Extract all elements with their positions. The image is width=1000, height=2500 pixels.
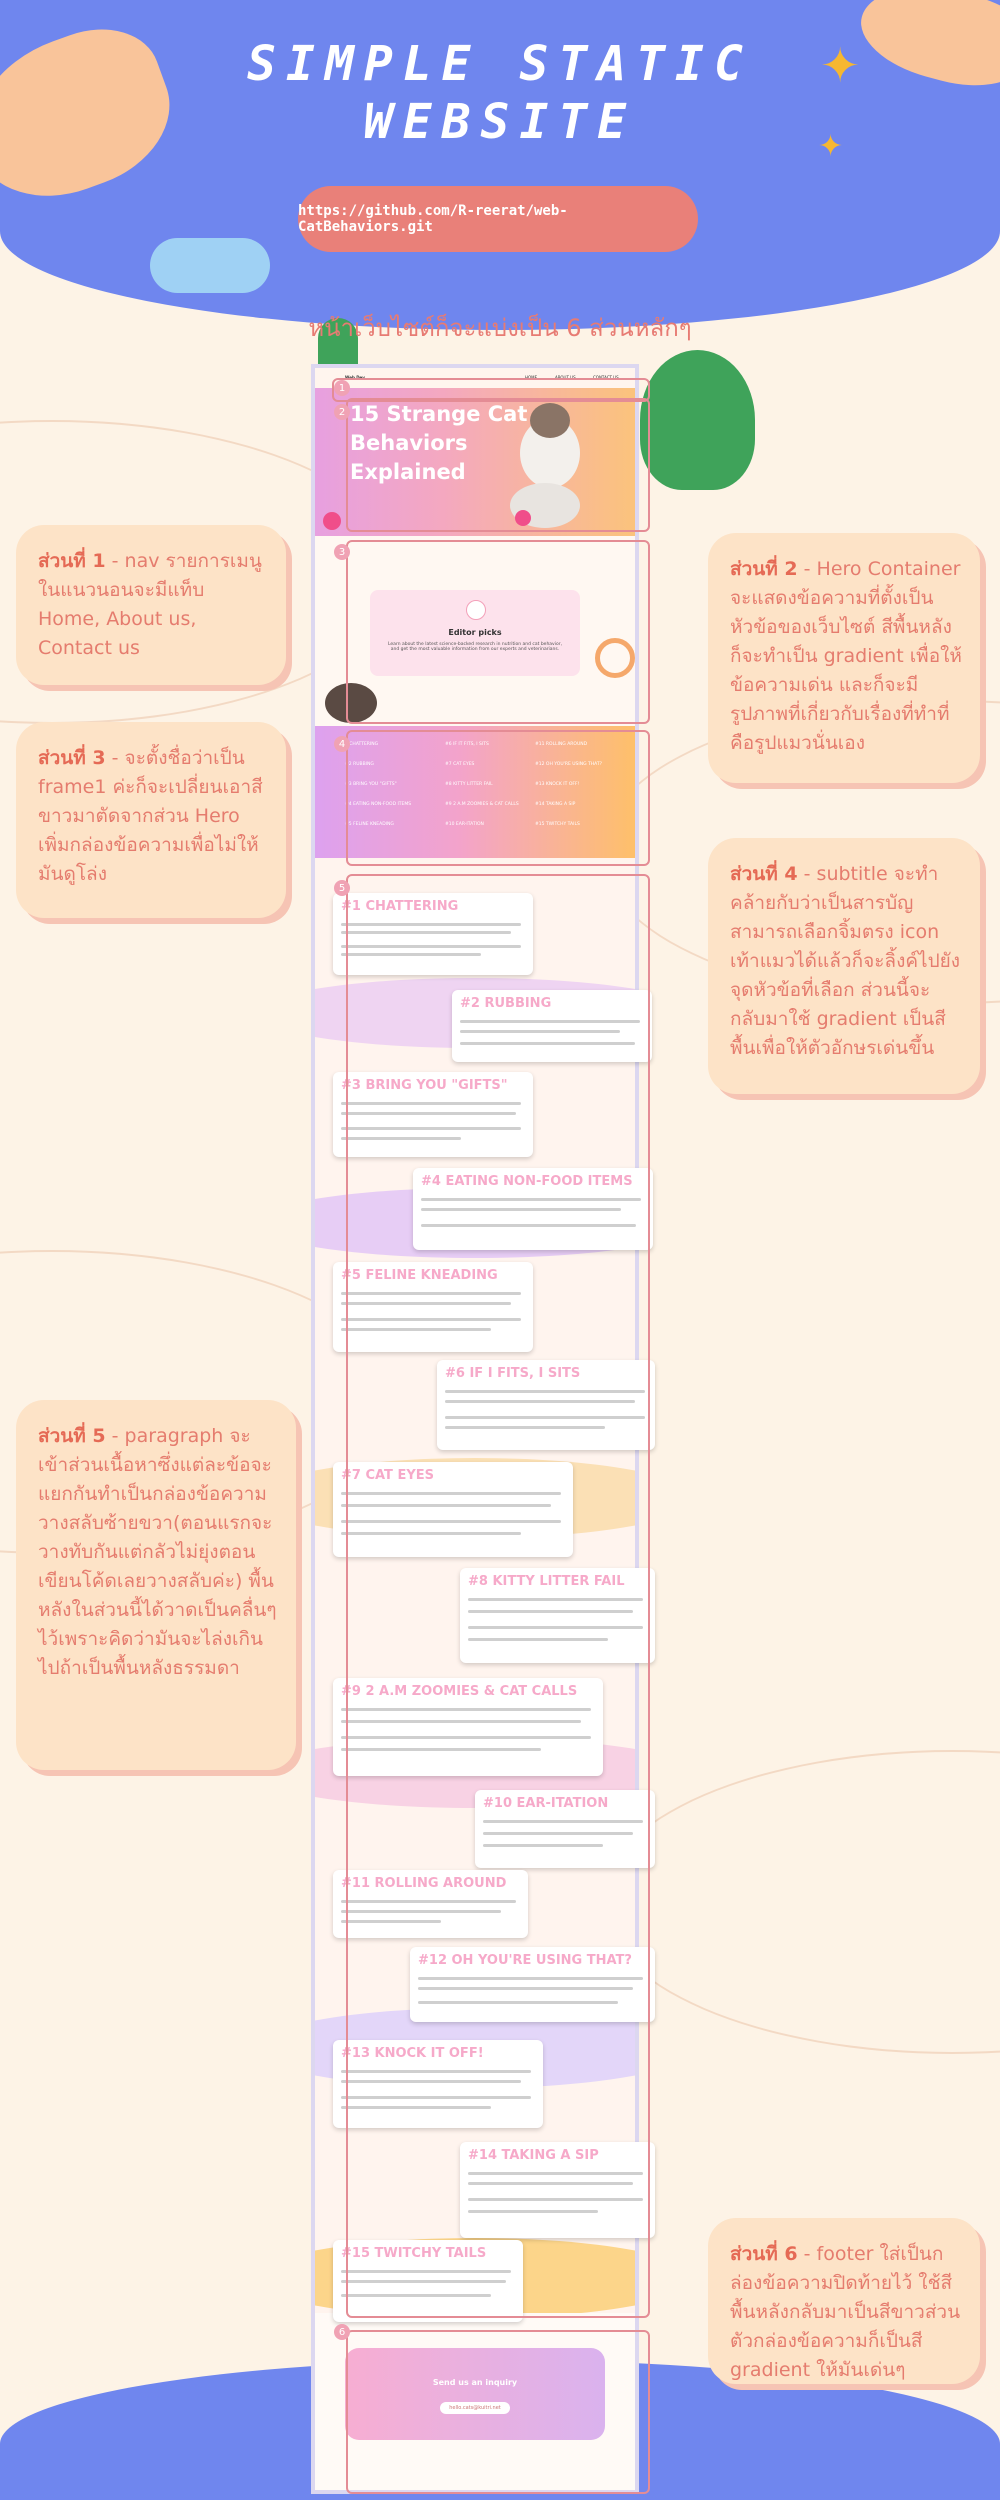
callout-section-5: ส่วนที่ 5 - paragraph จะเข้าส่วนเนื้อหาซ…	[16, 1400, 296, 1770]
content-card: #12 OH YOU'RE USING THAT?	[410, 1947, 655, 2022]
content-card: #4 EATING NON-FOOD ITEMS	[413, 1168, 653, 1250]
content-card: #9 2 A.M ZOOMIES & CAT CALLS	[333, 1678, 603, 1776]
star-icon: ✦	[818, 129, 844, 164]
callout-6-text: - footer ใส่เป็นกล่องข้อความปิดท้ายไว้ ใ…	[730, 2243, 961, 2381]
content-card: #7 CAT EYES	[333, 1462, 573, 1557]
mock-nav-home[interactable]: HOME	[525, 375, 538, 380]
page-title-line2: WEBSITE	[363, 94, 637, 150]
mock-subtitle-section: 1 CHATTERING #6 IF IT FITS, I SITS #11 R…	[315, 726, 635, 858]
toc-item-2[interactable]: #2 RUBBING	[345, 762, 374, 767]
toc-item-7[interactable]: #7 CAT EYES	[445, 762, 475, 767]
tree-illustration	[640, 350, 755, 490]
section-number-2: 2	[334, 404, 350, 420]
cloud-icon	[150, 238, 270, 293]
callout-section-1: ส่วนที่ 1 - nav รายการเมนูในแนวนอนจะมีแท…	[16, 525, 286, 685]
mock-hero-title: 15 Strange Cat Behaviors Explained	[350, 402, 528, 484]
callout-3-text: - จะตั้งชื่อว่าเป็น frame1 ค่ะก็จะเปลี่ย…	[38, 747, 263, 885]
section-outline-5	[346, 874, 650, 2318]
cat-image	[530, 403, 570, 438]
content-card: #11 ROLLING AROUND	[333, 1870, 528, 1938]
mock-nav-contact[interactable]: CONTACT US	[593, 375, 619, 380]
decor-dot	[323, 512, 341, 530]
content-card: #6 IF I FITS, I SITS	[437, 1360, 655, 1450]
star-icon: ✦	[820, 38, 861, 94]
section-number-5: 5	[334, 880, 350, 896]
repo-url-link[interactable]: https://github.com/R-reerat/web-CatBehav…	[298, 186, 698, 252]
decor-dot	[515, 510, 531, 526]
callout-section-6: ส่วนที่ 6 - footer ใส่เป็นกล่องข้อความปิ…	[708, 2218, 980, 2384]
toc-item-11[interactable]: #11 ROLLING AROUND	[535, 742, 588, 747]
toc-item-5[interactable]: #5 FELINE KNEADING	[345, 822, 394, 827]
toc-item-6[interactable]: #6 IF IT FITS, I SITS	[445, 742, 489, 747]
callout-section-2: ส่วนที่ 2 - Hero Container จะแสดงข้อความ…	[708, 533, 980, 783]
callout-5-heading: ส่วนที่ 5	[38, 1425, 106, 1447]
callout-section-3: ส่วนที่ 3 - จะตั้งชื่อว่าเป็น frame1 ค่ะ…	[16, 722, 286, 918]
callout-6-heading: ส่วนที่ 6	[730, 2243, 798, 2265]
callout-section-4: ส่วนที่ 4 - subtitle จะทำคล้ายกับว่าเป็น…	[708, 838, 980, 1094]
editor-picks-box: Editor picks Learn about the latest scie…	[370, 590, 580, 676]
page-subtitle: หน้าเว็บไซต์ก็จะแบ่งเป็น 6 ส่วนหลักๆ	[308, 314, 692, 342]
toc-item-4[interactable]: #4 EATING NON-FOOD ITEMS	[345, 802, 412, 807]
toc-item-13[interactable]: #13 KNOCK IT OFF!	[535, 782, 580, 787]
section-outline-3	[346, 540, 650, 724]
section-number-6: 6	[334, 2324, 350, 2340]
content-card: #1 CHATTERING	[333, 893, 533, 975]
callout-1-heading: ส่วนที่ 1	[38, 550, 106, 572]
callout-4-text: - subtitle จะทำคล้ายกับว่าเป็นสารบัญสามา…	[730, 863, 961, 1059]
footer-inquiry-box: Send us an inquiry hello.cats@kuitri.net	[345, 2348, 605, 2440]
toc-item-1[interactable]: 1 CHATTERING	[345, 742, 379, 747]
footer-email-button[interactable]: hello.cats@kuitri.net	[440, 2402, 510, 2414]
section-outline-1	[332, 378, 650, 402]
content-card: #10 EAR-ITATION	[475, 1790, 655, 1868]
toc-item-14[interactable]: #14 TAKING A SIP	[535, 802, 576, 807]
toc-item-8[interactable]: #8 KITTY LITTER FAIL	[445, 782, 493, 787]
page-title-line1: SIMPLE STATIC	[247, 36, 753, 92]
mock-nav-about[interactable]: ABOUT US	[555, 375, 576, 380]
content-card: #5 FELINE KNEADING	[333, 1262, 533, 1352]
section-outline-6	[346, 2330, 650, 2494]
mock-nav-brand[interactable]: Web Dev	[345, 375, 365, 380]
callout-1-text: - nav รายการเมนูในแนวนอนจะมีแท็บ Home, A…	[38, 550, 262, 659]
toc-item-9[interactable]: #9 2 A.M ZOOMIES & CAT CALLS	[445, 802, 519, 807]
toc-item-3[interactable]: #3 BRING YOU "GIFTS"	[345, 782, 397, 787]
content-card: #13 KNOCK IT OFF!	[333, 2040, 543, 2128]
mock-hero: 15 Strange Cat Behaviors Explained	[315, 388, 635, 536]
cat-image	[325, 683, 377, 723]
callout-5-text: - paragraph จะเข้าส่วนเนื้อหาซึ่งแต่ละข้…	[38, 1425, 277, 1679]
section-outline-2	[346, 398, 650, 532]
section-number-4: 4	[334, 736, 350, 752]
background-wave	[600, 1750, 1000, 2054]
callout-2-heading: ส่วนที่ 2	[730, 558, 798, 580]
toc-item-15[interactable]: #15 TWITCHY TAILS	[535, 822, 580, 827]
content-card: #15 TWITCHY TAILS	[333, 2240, 523, 2322]
content-card: #8 KITTY LITTER FAIL	[460, 1568, 655, 1663]
section-outline-4	[346, 730, 650, 866]
toc-item-10[interactable]: #10 EAR-ITATION	[445, 822, 484, 827]
content-card: #3 BRING YOU "GIFTS"	[333, 1072, 533, 1157]
content-card: #14 TAKING A SIP	[460, 2142, 655, 2238]
section-number-1: 1	[334, 380, 350, 396]
decor-ring	[595, 638, 635, 678]
callout-4-heading: ส่วนที่ 4	[730, 863, 798, 885]
footer-title: Send us an inquiry	[432, 2378, 518, 2387]
editor-picks-title: Editor picks	[448, 628, 502, 637]
toc-item-12[interactable]: #12 OH YOU'RE USING THAT?	[535, 762, 603, 767]
editor-picks-text: Learn about the latest science-backed re…	[387, 642, 563, 652]
paw-icon	[466, 600, 486, 620]
callout-3-heading: ส่วนที่ 3	[38, 747, 106, 769]
section-number-3: 3	[334, 544, 350, 560]
content-card: #2 RUBBING	[452, 990, 652, 1062]
callout-2-text: - Hero Container จะแสดงข้อความที่ตั้งเป็…	[730, 558, 962, 754]
